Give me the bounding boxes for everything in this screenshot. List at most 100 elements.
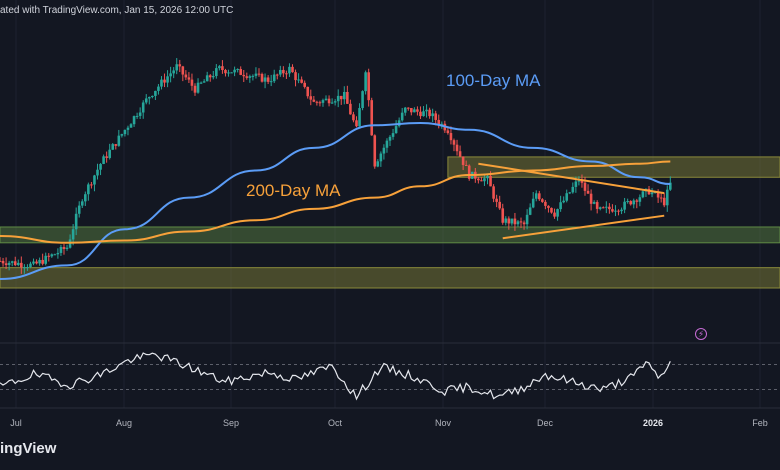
ma100-line xyxy=(0,122,671,280)
candle-body xyxy=(233,69,236,73)
candle-body xyxy=(294,72,297,81)
candle-body xyxy=(90,184,93,186)
candle-body xyxy=(87,184,90,195)
candle-body xyxy=(367,72,370,101)
candle-body xyxy=(611,209,614,212)
oscillator-pane xyxy=(0,352,780,401)
candle-body xyxy=(370,100,374,136)
candle-body xyxy=(257,73,261,75)
candle-body xyxy=(550,207,553,213)
candle-body xyxy=(650,192,654,195)
candle-body xyxy=(318,102,322,104)
candle-body xyxy=(513,218,517,225)
candle-body xyxy=(492,186,495,199)
candle-body xyxy=(245,76,249,78)
x-tick-label: Nov xyxy=(434,418,452,428)
candle-body xyxy=(547,205,550,208)
ma200-line xyxy=(0,160,671,244)
candle-body xyxy=(59,247,63,253)
candle-body xyxy=(190,79,194,86)
candle-body xyxy=(358,108,361,127)
candle-body xyxy=(291,66,294,73)
x-tick-label: Sep xyxy=(222,418,240,428)
candle-body xyxy=(84,194,87,202)
candle-body xyxy=(288,66,291,74)
candle-body xyxy=(577,180,581,182)
candle-body xyxy=(71,229,75,240)
candle-body xyxy=(385,140,389,148)
candle-body xyxy=(166,76,169,83)
candle-body xyxy=(400,112,404,121)
candlestick-series xyxy=(0,58,672,274)
candle-body xyxy=(477,178,480,181)
candle-body xyxy=(211,75,215,78)
price-zones xyxy=(0,156,780,289)
candle-body xyxy=(556,209,559,217)
candle-body xyxy=(355,120,358,127)
candle-body xyxy=(638,197,642,202)
candle-body xyxy=(126,127,130,130)
candle-body xyxy=(373,135,377,167)
candle-body xyxy=(629,201,633,205)
candle-body xyxy=(614,210,617,212)
candle-body xyxy=(160,79,163,87)
candle-body xyxy=(504,218,508,223)
candle-body xyxy=(163,79,166,83)
candle-body xyxy=(199,82,203,84)
candle-body xyxy=(0,260,2,262)
candle-body xyxy=(422,111,425,117)
candle-body xyxy=(13,261,17,266)
candle-body xyxy=(123,129,127,135)
candle-body xyxy=(571,186,575,193)
brand-name: ingView xyxy=(0,440,57,457)
candle-body xyxy=(230,72,233,74)
candle-body xyxy=(519,221,523,223)
candle-body xyxy=(483,178,486,182)
candle-body xyxy=(208,75,212,78)
candle-body xyxy=(147,97,151,99)
candle-body xyxy=(260,74,264,82)
candle-body xyxy=(531,198,535,208)
candle-body xyxy=(565,193,569,201)
candle-body xyxy=(178,64,182,67)
candle-body xyxy=(184,74,188,78)
lightning-icon[interactable]: ⚡ xyxy=(695,328,707,340)
candle-body xyxy=(77,205,81,214)
candle-body xyxy=(620,209,623,212)
candle-body xyxy=(391,133,395,137)
candle-body xyxy=(80,201,84,206)
candle-body xyxy=(16,262,20,266)
candle-body xyxy=(44,255,48,264)
candle-body xyxy=(626,201,629,203)
candle-body xyxy=(144,98,148,103)
candle-body xyxy=(65,247,69,249)
candle-body xyxy=(275,74,279,76)
candle-body xyxy=(50,254,54,257)
candle-body xyxy=(218,66,221,69)
candle-body xyxy=(111,144,115,150)
candle-body xyxy=(605,206,608,208)
candle-body xyxy=(431,113,434,117)
candle-body xyxy=(135,115,139,117)
candle-body xyxy=(108,149,111,158)
candle-body xyxy=(215,68,218,76)
candle-body xyxy=(574,181,578,187)
candle-body xyxy=(7,262,11,266)
candle-body xyxy=(635,200,639,202)
candle-body xyxy=(467,165,471,179)
candle-body xyxy=(501,208,505,223)
candle-body xyxy=(601,207,605,209)
grid-lines xyxy=(15,0,761,408)
candle-body xyxy=(537,193,541,200)
candle-body xyxy=(361,91,364,109)
candle-body xyxy=(480,180,483,182)
candle-body xyxy=(458,151,462,157)
candle-body xyxy=(312,99,316,102)
candle-body xyxy=(437,119,441,125)
candle-body xyxy=(193,85,197,93)
candle-body xyxy=(608,206,611,210)
candle-body xyxy=(279,69,282,75)
candle-body xyxy=(221,66,224,71)
